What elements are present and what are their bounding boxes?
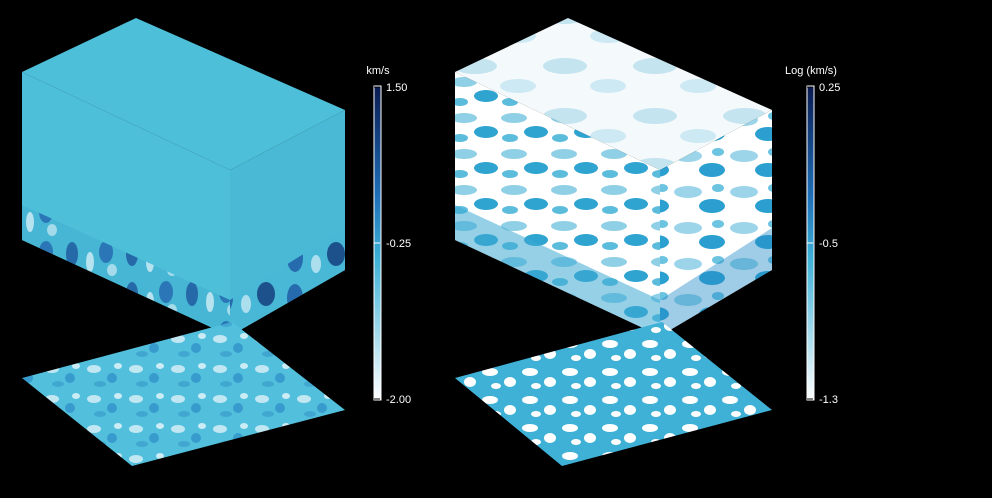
log-velocity-cube-front-face [660, 110, 772, 336]
velocity-cube-top-face [22, 18, 345, 170]
log-velocity-cube-side-turbulence [455, 205, 660, 336]
velocity-cube [22, 18, 345, 336]
log-velocity-colorbar: Log (km/s) 0.25 -0.5 -1.3 [785, 65, 840, 406]
log-velocity-colorbar-tick-bottom: -1.3 [819, 394, 838, 406]
velocity-cube-side-face [22, 72, 230, 336]
log-velocity-cube [455, 18, 772, 336]
velocity-slice [22, 322, 345, 466]
velocity-colorbar-unit: km/s [366, 65, 390, 77]
log-velocity-colorbar-tick-mid: -0.5 [819, 238, 838, 250]
log-velocity-cube-top-face [455, 18, 772, 170]
log-velocity-cube-side-face [455, 72, 660, 336]
velocity-colorbar-tick-bottom: -2.00 [386, 394, 411, 406]
velocity-colorbar-tick-top: 1.50 [386, 82, 407, 94]
velocity-panel: km/s 1.50 -0.25 -2.00 [22, 18, 411, 466]
log-velocity-colorbar-unit: Log (km/s) [785, 65, 837, 77]
velocity-cube-front-turbulence [230, 228, 345, 336]
velocity-colorbar-tick-mid: -0.25 [386, 238, 411, 250]
log-velocity-slice [455, 322, 772, 466]
log-velocity-cube-front-turbulence [660, 228, 772, 336]
velocity-colorbar: km/s 1.50 -0.25 -2.00 [366, 65, 411, 406]
log-velocity-panel: Log (km/s) 0.25 -0.5 -1.3 [455, 18, 840, 466]
log-velocity-colorbar-tick-top: 0.25 [819, 82, 840, 94]
velocity-cube-side-turbulence [22, 205, 230, 336]
